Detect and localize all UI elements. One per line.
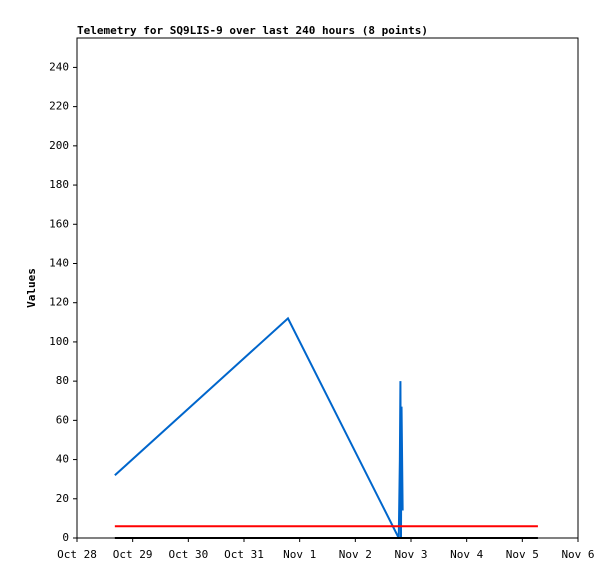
x-tick-label: Oct 31: [224, 548, 264, 561]
y-tick-label: 100: [49, 335, 69, 348]
y-tick-label: 0: [62, 531, 69, 544]
x-tick-label: Oct 30: [168, 548, 208, 561]
x-tick-label: Oct 29: [113, 548, 153, 561]
y-axis-label: Values: [25, 268, 38, 308]
y-tick-label: 180: [49, 178, 69, 191]
x-tick-label: Nov 2: [339, 548, 372, 561]
y-tick-label: 20: [56, 492, 69, 505]
x-tick-label: Nov 6: [561, 548, 594, 561]
x-tick-label: Nov 3: [394, 548, 427, 561]
y-tick-label: 140: [49, 256, 69, 269]
y-tick-label: 40: [56, 453, 69, 466]
series-line: [114, 316, 404, 539]
x-tick-label: Nov 1: [283, 548, 316, 561]
x-tick-label: Oct 28: [57, 548, 97, 561]
y-tick-label: 60: [56, 413, 69, 426]
chart-title: Telemetry for SQ9LIS-9 over last 240 hou…: [77, 24, 428, 37]
y-tick-label: 240: [49, 60, 69, 73]
x-tick-label: Nov 4: [450, 548, 483, 561]
x-tick-label: Nov 5: [506, 548, 539, 561]
y-tick-label: 200: [49, 139, 69, 152]
y-tick-label: 220: [49, 100, 69, 113]
y-tick-label: 80: [56, 374, 69, 387]
y-tick-label: 160: [49, 217, 69, 230]
y-tick-label: 120: [49, 296, 69, 309]
